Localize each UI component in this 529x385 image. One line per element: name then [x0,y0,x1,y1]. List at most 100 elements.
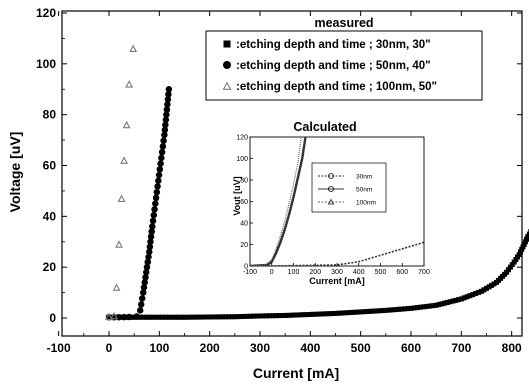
data-point [139,289,147,296]
data-point [210,314,216,320]
data-point [182,314,187,320]
data-point [414,305,420,311]
data-point [146,243,154,251]
main-y-tick-label: 120 [36,6,56,20]
data-point [169,314,175,320]
inset-y-tick-label: 80 [240,178,248,185]
data-point [383,307,389,313]
data-point [129,44,138,52]
data-point [162,116,170,123]
inset-x-tick-label: 400 [353,269,365,276]
main-y-axis-label: Voltage [uV] [7,132,23,213]
data-point [430,303,436,309]
data-point [145,253,152,261]
data-point [153,314,159,320]
data-point [248,313,254,319]
data-point [125,313,133,321]
data-point [164,101,171,108]
inset-legend-items: 30nm 50nm 100nm [318,173,376,207]
inset-x-tick-label: 200 [309,269,321,276]
data-point [226,314,232,320]
data-point [149,217,157,225]
data-point [138,295,146,302]
data-point [370,308,376,314]
data-point [504,269,510,275]
main-x-tick-label: 0 [106,341,113,355]
main-x-tick-label: 400 [300,341,320,355]
data-point [147,233,155,240]
main-x-tick-label: 800 [502,341,522,355]
inset-legend-marker [327,198,335,205]
data-point [521,241,527,247]
data-point [526,231,529,237]
data-point [464,294,470,300]
data-point [345,310,351,316]
inset-legend-label: 50nm [356,187,372,194]
main-x-tick-label: -100 [47,341,71,355]
data-point [175,314,181,320]
data-point [364,309,370,315]
data-point [405,306,411,312]
inset-curves [250,137,424,266]
data-point [263,313,269,319]
data-point [484,285,489,291]
data-point [486,284,492,290]
data-point [509,262,515,268]
data-point [148,228,155,235]
data-point [276,313,282,319]
data-point [348,309,354,315]
main-y-tick-label: 40 [43,209,57,223]
data-point [421,304,427,310]
main-x-tick-label: 300 [250,341,270,355]
inset-x-tick-label: 100 [288,269,300,276]
data-point [143,263,151,271]
inset-x-tick-label: 600 [396,269,408,276]
inset-y-tick-label: 60 [240,199,248,206]
data-point [197,314,203,320]
data-point [151,206,158,213]
data-point [320,311,326,317]
data-point [524,236,529,242]
data-point [358,309,364,315]
data-point [112,283,121,291]
data-point [115,240,123,248]
data-point [160,137,167,144]
data-point [260,313,266,319]
main-y-tick-label: 0 [49,311,56,325]
data-point [399,306,405,312]
legend-label: :etching depth and time ; 50nm, 40" [236,60,431,72]
data-point [165,86,173,93]
data-point [342,310,348,316]
inset-curve-30nm [250,241,424,266]
data-point [453,297,459,303]
data-point [270,313,276,319]
data-point [489,282,495,288]
data-point [288,312,294,318]
data-point [120,156,129,164]
data-point [185,314,191,320]
data-point [279,313,285,319]
data-point [164,96,172,103]
legend-label: :etching depth and time ; 30nm, 30" [236,39,431,51]
data-point [141,279,148,286]
data-point [162,121,169,129]
data-point [506,267,512,273]
inset-legend-marker [328,186,334,192]
data-point [165,91,172,98]
data-point [301,312,307,318]
data-point [292,312,298,318]
main-x-axis-label: Current [mA] [253,365,339,381]
data-point [136,307,144,314]
inset-y-tick-label: 0 [244,264,248,271]
inset-legend-label: 100nm [356,200,376,207]
main-series-triangle [105,44,138,321]
inset-x-axis-label: Current [mA] [309,276,365,286]
data-point [525,234,529,240]
data-point [157,160,164,167]
legend-title: measured [314,16,373,30]
legend-label: :etching depth and time ; 100nm, 50" [236,81,437,93]
data-point [147,238,154,245]
data-point [424,303,430,309]
data-point [373,308,379,314]
data-point [380,308,386,314]
